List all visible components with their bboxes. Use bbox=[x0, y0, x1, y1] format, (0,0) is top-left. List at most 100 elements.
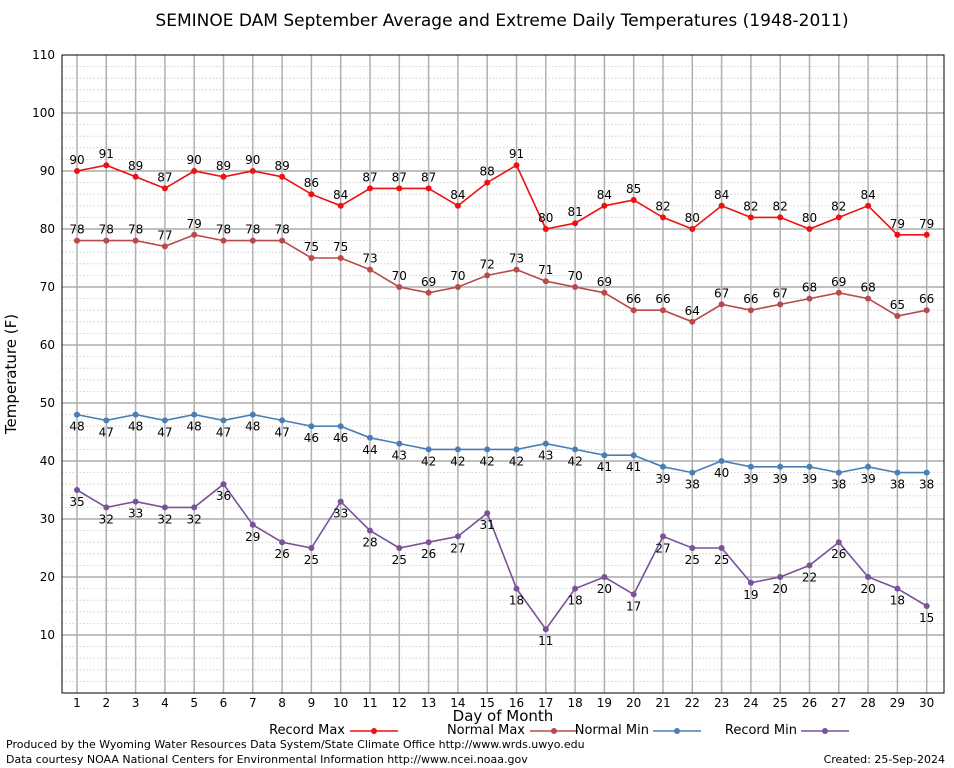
data-point bbox=[894, 313, 901, 319]
x-tick-label: 26 bbox=[802, 696, 817, 710]
x-tick-label: 18 bbox=[567, 696, 582, 710]
data-label: 68 bbox=[802, 281, 817, 295]
data-label: 69 bbox=[421, 275, 436, 289]
data-point bbox=[718, 301, 725, 308]
x-tick-label: 2 bbox=[102, 696, 110, 710]
data-label: 39 bbox=[655, 472, 670, 486]
grid bbox=[62, 55, 944, 693]
data-label: 31 bbox=[480, 518, 495, 532]
data-point bbox=[74, 411, 80, 418]
data-label: 67 bbox=[773, 286, 788, 300]
data-label: 88 bbox=[480, 165, 495, 179]
data-label: 25 bbox=[304, 553, 319, 567]
data-point bbox=[132, 411, 139, 418]
data-point bbox=[718, 458, 725, 464]
series-record-min: 35 32 33 32 32 36 29 26 25 33 28 25 26 27 31 18 11 18 20 17… bbox=[69, 481, 934, 648]
x-tick-label: 10 bbox=[333, 696, 348, 710]
data-label: 84 bbox=[597, 188, 612, 202]
data-label: 46 bbox=[333, 431, 348, 445]
data-label: 48 bbox=[187, 420, 202, 434]
data-point bbox=[191, 231, 198, 238]
data-point bbox=[835, 469, 842, 476]
data-label: 28 bbox=[362, 536, 377, 550]
legend-swatch-marker bbox=[551, 728, 557, 734]
data-point bbox=[279, 237, 286, 244]
data-point bbox=[747, 307, 754, 314]
x-tick-label: 27 bbox=[831, 696, 846, 710]
data-label: 87 bbox=[392, 170, 407, 184]
data-label: 87 bbox=[157, 170, 172, 184]
data-point bbox=[425, 446, 432, 453]
data-point bbox=[777, 301, 784, 308]
data-label: 81 bbox=[567, 205, 582, 219]
data-point bbox=[103, 417, 110, 424]
x-tick-label: 20 bbox=[626, 696, 641, 710]
data-label: 47 bbox=[216, 425, 231, 439]
data-label: 78 bbox=[216, 223, 231, 237]
data-point bbox=[630, 452, 637, 459]
data-label: 35 bbox=[69, 495, 84, 509]
series-normal-min: 48 47 48 47 48 47 48 47 46 46 44 43 42 42 42 42 43 42 41 41… bbox=[69, 411, 934, 492]
data-point bbox=[572, 220, 579, 227]
x-tick-label: 13 bbox=[421, 696, 436, 710]
data-label: 82 bbox=[773, 199, 788, 213]
data-label: 77 bbox=[157, 228, 172, 242]
data-point bbox=[835, 214, 842, 221]
data-point bbox=[220, 481, 227, 488]
data-label: 38 bbox=[890, 478, 905, 492]
y-axis-label: Temperature (F) bbox=[2, 314, 20, 435]
data-label: 75 bbox=[304, 240, 319, 254]
data-label: 36 bbox=[216, 489, 231, 503]
data-label: 69 bbox=[597, 275, 612, 289]
data-point bbox=[191, 504, 198, 511]
x-axis-label: Day of Month bbox=[453, 707, 554, 725]
data-label: 32 bbox=[187, 512, 202, 526]
data-point bbox=[513, 266, 520, 273]
legend-label: Record Min bbox=[725, 723, 797, 738]
data-point bbox=[367, 527, 373, 534]
data-label: 26 bbox=[831, 547, 846, 561]
data-point bbox=[484, 510, 491, 517]
data-point bbox=[249, 168, 256, 174]
data-label: 80 bbox=[685, 211, 700, 225]
data-point bbox=[249, 237, 256, 244]
x-tick-label: 12 bbox=[392, 696, 407, 710]
data-point bbox=[689, 545, 696, 551]
data-point bbox=[806, 295, 813, 302]
y-tick-label: 40 bbox=[40, 454, 55, 468]
x-tick-label: 21 bbox=[655, 696, 670, 710]
data-label: 89 bbox=[274, 159, 289, 173]
y-tick-label: 70 bbox=[40, 280, 55, 294]
data-point bbox=[542, 440, 549, 447]
data-point bbox=[367, 266, 373, 273]
x-tick-label: 4 bbox=[161, 696, 169, 710]
data-label: 85 bbox=[626, 182, 641, 196]
data-label: 15 bbox=[919, 611, 934, 625]
data-point bbox=[923, 307, 930, 314]
x-tick-label: 23 bbox=[714, 696, 729, 710]
data-label: 29 bbox=[245, 530, 260, 544]
data-label: 25 bbox=[392, 553, 407, 567]
series-lines: 90 91 89 87 90 89 90 89 86 84 87 87 87 84 88 91 80 81 84 85… bbox=[69, 147, 934, 648]
footer-created: Created: 25-Sep-2024 bbox=[824, 753, 945, 766]
data-label: 18 bbox=[890, 594, 905, 608]
legend-swatch-marker bbox=[674, 728, 680, 734]
data-point bbox=[777, 214, 784, 221]
data-label: 84 bbox=[333, 188, 348, 202]
data-label: 68 bbox=[860, 281, 875, 295]
data-label: 32 bbox=[99, 512, 114, 526]
data-label: 90 bbox=[69, 153, 84, 167]
data-point bbox=[923, 231, 930, 238]
data-point bbox=[513, 585, 520, 592]
y-tick-label: 30 bbox=[40, 512, 55, 526]
x-tick-label: 30 bbox=[919, 696, 934, 710]
data-point bbox=[513, 446, 520, 453]
data-label: 78 bbox=[128, 223, 143, 237]
data-label: 38 bbox=[685, 478, 700, 492]
series-line bbox=[76, 413, 927, 474]
chart-title: SEMINOE DAM September Average and Extrem… bbox=[155, 11, 848, 31]
data-point bbox=[161, 417, 168, 424]
x-tick-label: 14 bbox=[450, 696, 465, 710]
series-line bbox=[76, 483, 928, 631]
